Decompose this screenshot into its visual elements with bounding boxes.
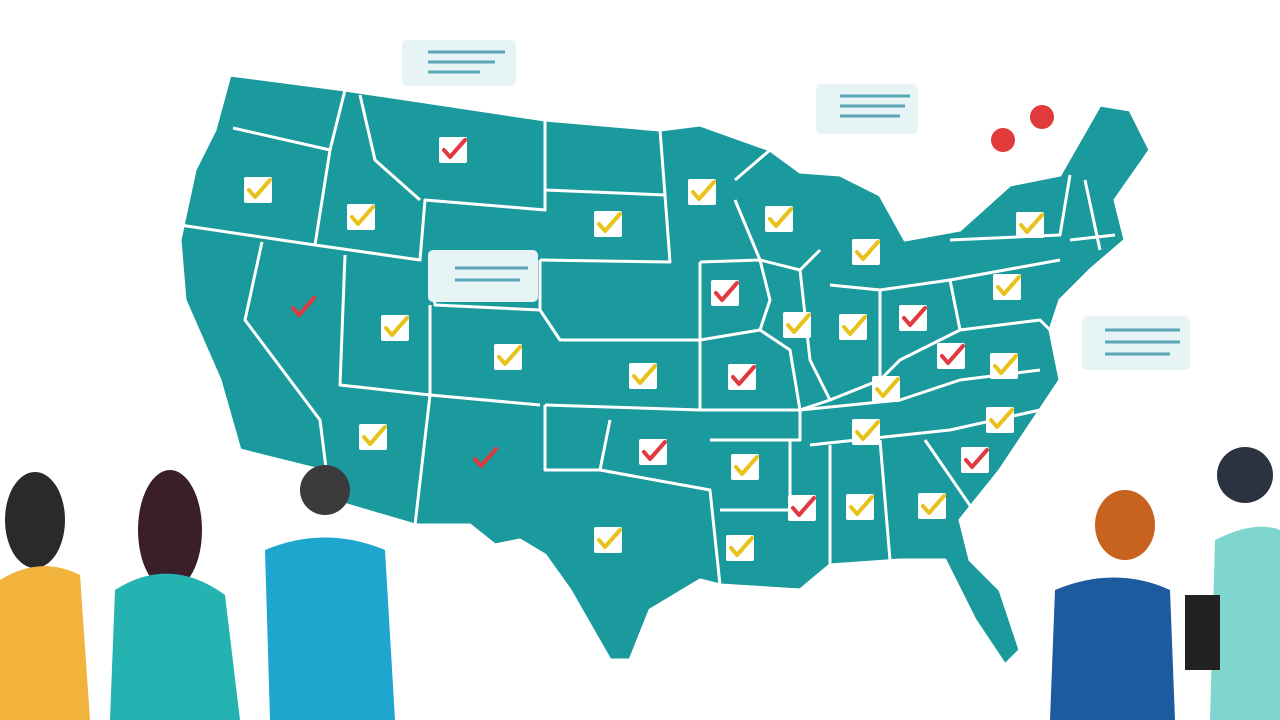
check-mark	[729, 536, 754, 557]
check-mark	[714, 281, 739, 302]
check-mark	[597, 212, 622, 233]
person	[1050, 577, 1175, 720]
callout	[428, 250, 538, 302]
callout-lines	[428, 50, 1180, 356]
check-mark	[842, 315, 867, 336]
check-mark	[691, 180, 716, 201]
check-mark	[786, 313, 811, 334]
check-mark	[996, 275, 1021, 296]
check-mark	[921, 494, 946, 515]
check-mark	[902, 306, 927, 327]
check-mark	[247, 178, 272, 199]
check-mark	[875, 377, 900, 398]
check-mark	[1019, 213, 1044, 234]
check-mark	[642, 440, 667, 461]
hair	[138, 470, 202, 590]
person	[265, 537, 395, 720]
person	[0, 566, 90, 720]
check-mark	[384, 316, 409, 337]
check-mark	[855, 240, 880, 261]
person	[110, 573, 240, 720]
pin	[1030, 105, 1054, 129]
pin	[991, 128, 1015, 152]
check-mark	[993, 354, 1018, 375]
check-mark	[855, 420, 880, 441]
check-mark	[964, 448, 989, 469]
head	[300, 465, 350, 515]
check-mark	[362, 425, 387, 446]
check-mark	[597, 528, 622, 549]
check-mark	[497, 345, 522, 366]
check-mark	[849, 495, 874, 516]
check-mark	[734, 455, 759, 476]
check-mark	[768, 207, 793, 228]
hair	[1095, 490, 1155, 560]
check-mark	[473, 447, 498, 468]
check-mark	[940, 344, 965, 365]
check-mark	[442, 138, 467, 159]
hair	[5, 472, 65, 568]
check-mark	[291, 296, 316, 317]
location-pins	[991, 105, 1054, 152]
check-mark	[989, 408, 1014, 429]
callout	[816, 84, 918, 134]
head	[1217, 447, 1273, 503]
callouts	[402, 40, 1190, 370]
person	[1210, 526, 1280, 720]
check-mark	[350, 205, 375, 226]
people	[0, 447, 1280, 720]
folder	[1185, 595, 1220, 670]
check-marks	[244, 137, 1044, 561]
check-mark	[791, 496, 816, 517]
check-mark	[632, 364, 657, 385]
check-mark	[731, 365, 756, 386]
